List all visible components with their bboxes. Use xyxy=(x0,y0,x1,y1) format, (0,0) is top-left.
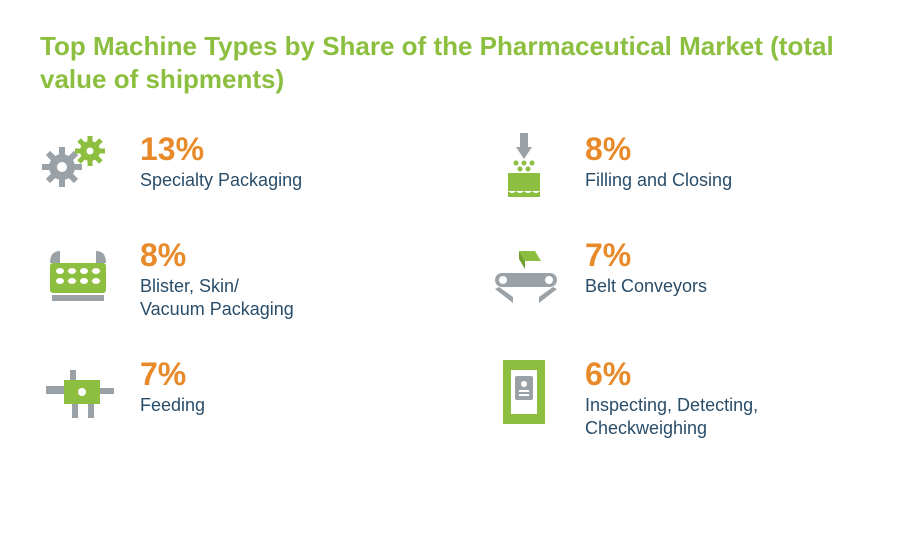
percent-label: Belt Conveyors xyxy=(585,275,707,298)
percent-value: 7% xyxy=(585,239,707,271)
item-specialty-packaging: 13% Specialty Packaging xyxy=(40,131,415,203)
machine-type-grid: 13% Specialty Packaging 8% F xyxy=(40,131,860,441)
percent-label: Specialty Packaging xyxy=(140,169,302,192)
item-inspecting: 6% Inspecting, Detecting,Checkweighing xyxy=(485,356,860,441)
item-blister-packaging: 8% Blister, Skin/Vacuum Packaging xyxy=(40,237,415,322)
percent-value: 13% xyxy=(140,133,302,165)
percent-value: 8% xyxy=(585,133,732,165)
percent-value: 7% xyxy=(140,358,205,390)
feeder-icon xyxy=(40,356,118,428)
percent-value: 6% xyxy=(585,358,758,390)
filler-icon xyxy=(485,131,563,203)
blister-icon xyxy=(40,237,118,309)
percent-label: Blister, Skin/Vacuum Packaging xyxy=(140,275,294,322)
item-filling-closing: 8% Filling and Closing xyxy=(485,131,860,203)
percent-value: 8% xyxy=(140,239,294,271)
percent-label: Feeding xyxy=(140,394,205,417)
inspect-icon xyxy=(485,356,563,428)
percent-label: Inspecting, Detecting,Checkweighing xyxy=(585,394,758,441)
conveyor-icon xyxy=(485,237,563,309)
item-belt-conveyors: 7% Belt Conveyors xyxy=(485,237,860,322)
item-feeding: 7% Feeding xyxy=(40,356,415,441)
gears-icon xyxy=(40,131,118,203)
percent-label: Filling and Closing xyxy=(585,169,732,192)
page-title: Top Machine Types by Share of the Pharma… xyxy=(40,30,860,95)
